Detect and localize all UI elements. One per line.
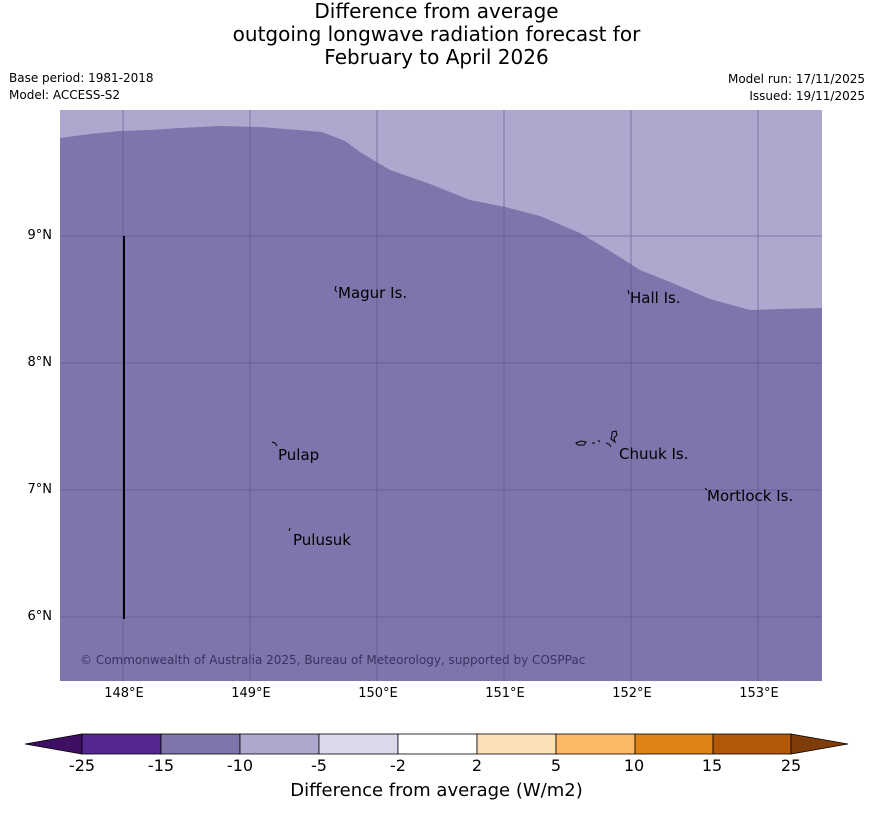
colorbar-tick--25: -25 [68,756,96,775]
map-title: Difference from average outgoing longwav… [0,0,873,69]
copyright-notice: © Commonwealth of Australia 2025, Bureau… [80,653,586,667]
lon-label-148e: 148°E [104,686,144,701]
colorbar-extend-low [25,733,83,755]
colorbar-tick-10: 10 [623,756,645,775]
colorbar-tick--15: -15 [147,756,175,775]
lat-label-7n: 7°N [27,482,53,497]
colorbar-bin-8 [634,733,714,755]
island-pulap [271,441,278,447]
island-hall [627,289,630,295]
meta-left: Base period: 1981-2018 Model: ACCESS-S2 [9,70,154,104]
colorbar-bin-6 [476,733,557,755]
colorbar-bin-4 [318,733,399,755]
place-label-magur: Magur Is. [338,284,408,302]
base-period: Base period: 1981-2018 [9,71,154,85]
colorbar-tick--5: -5 [311,756,327,775]
lon-label-151e: 151°E [485,686,525,701]
colorbar-bin-2 [160,733,241,755]
colorbar-tick-2: 2 [471,756,483,775]
colorbar-bin-1 [81,733,162,755]
title-line-1: Difference from average [314,0,559,23]
meta-right: Model run: 17/11/2025 Issued: 19/11/2025 [728,71,865,105]
islands [271,285,708,532]
colorbar-tick-25: 25 [780,756,802,775]
colorbar [25,733,849,755]
colorbar-label: Difference from average (W/m2) [290,780,583,801]
place-label-hall: Hall Is. [630,289,681,307]
lat-label-8n: 8°N [27,355,53,370]
island-pulusuk [288,527,291,532]
colorbar-tick-5: 5 [550,756,562,775]
title-line-2: outgoing longwave radiation forecast for [232,22,641,46]
anomaly-region-north [60,110,822,310]
island-magur [334,285,338,293]
model-name: Model: ACCESS-S2 [9,88,121,102]
place-label-chuuk: Chuuk Is. [619,445,689,463]
forecast-map [60,110,822,681]
model-run: Model run: 17/11/2025 [727,72,865,86]
lat-label-6n: 6°N [27,609,53,624]
colorbar-tick-15: 15 [701,756,723,775]
issued-date: Issued: 19/11/2025 [749,89,865,103]
colorbar-bin-9 [712,733,792,755]
island-mortlock [704,487,708,491]
lat-label-9n: 9°N [27,228,53,243]
colorbar-tick--10: -10 [226,756,254,775]
island-chuuk [575,430,618,448]
colorbar-bin-7 [555,733,636,755]
place-label-mortlock: Mortlock Is. [707,487,794,505]
lon-label-153e: 153°E [739,686,779,701]
place-label-pulap: Pulap [278,446,320,464]
title-line-3: February to April 2026 [324,45,549,69]
lon-label-152e: 152°E [612,686,652,701]
colorbar-extend-high [790,733,849,755]
colorbar-bin-5 [397,733,478,755]
lon-label-149e: 149°E [231,686,271,701]
colorbar-tick--2: -2 [390,756,406,775]
lon-label-150e: 150°E [358,686,398,701]
place-label-pulusuk: Pulusuk [293,531,351,549]
colorbar-bin-3 [239,733,320,755]
